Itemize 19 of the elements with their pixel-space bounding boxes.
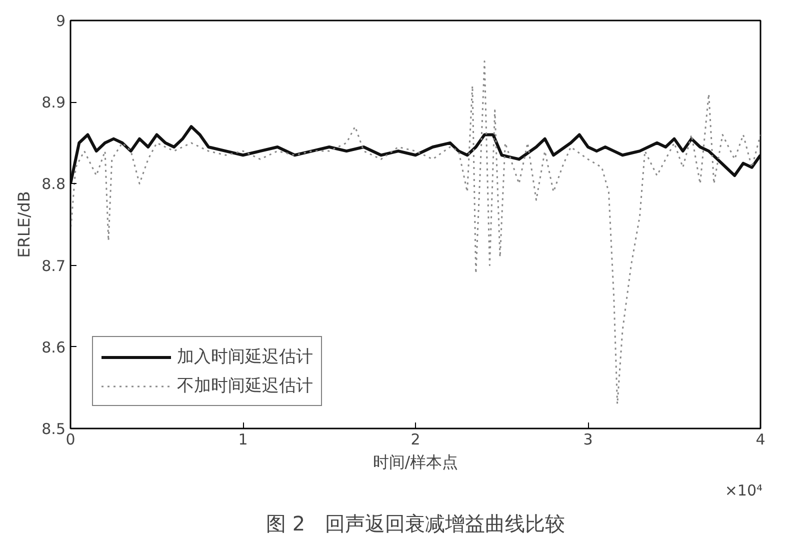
legend-label: 不加时间延迟估计: [177, 375, 313, 397]
text: 图 2 回声返回衰减增益曲线比较: [266, 512, 566, 536]
x-tick-label: 2: [410, 430, 420, 448]
line-series: [70, 60, 760, 405]
y-tick-label: 9: [56, 12, 66, 30]
legend-label: 加入时间延迟估计: [177, 346, 313, 368]
y-tick-label: 8.6: [42, 338, 66, 356]
x-axis-title: 时间/样本点: [372, 452, 458, 472]
y-tick-label: 8.8: [42, 175, 66, 194]
x-tick-label: 3: [583, 430, 593, 448]
x-tick-label: 1: [238, 430, 248, 448]
y-axis-title: ERLE/dB: [14, 191, 34, 258]
x-tick-label: 0: [66, 430, 76, 448]
y-tick-label: 8.9: [42, 94, 66, 112]
y-tick-label: 8.5: [42, 420, 66, 438]
text: ×10⁴: [724, 482, 763, 500]
y-tick-label: 8.7: [42, 256, 66, 275]
line-series: [70, 125, 760, 186]
x-tick-label: 4: [756, 430, 766, 448]
